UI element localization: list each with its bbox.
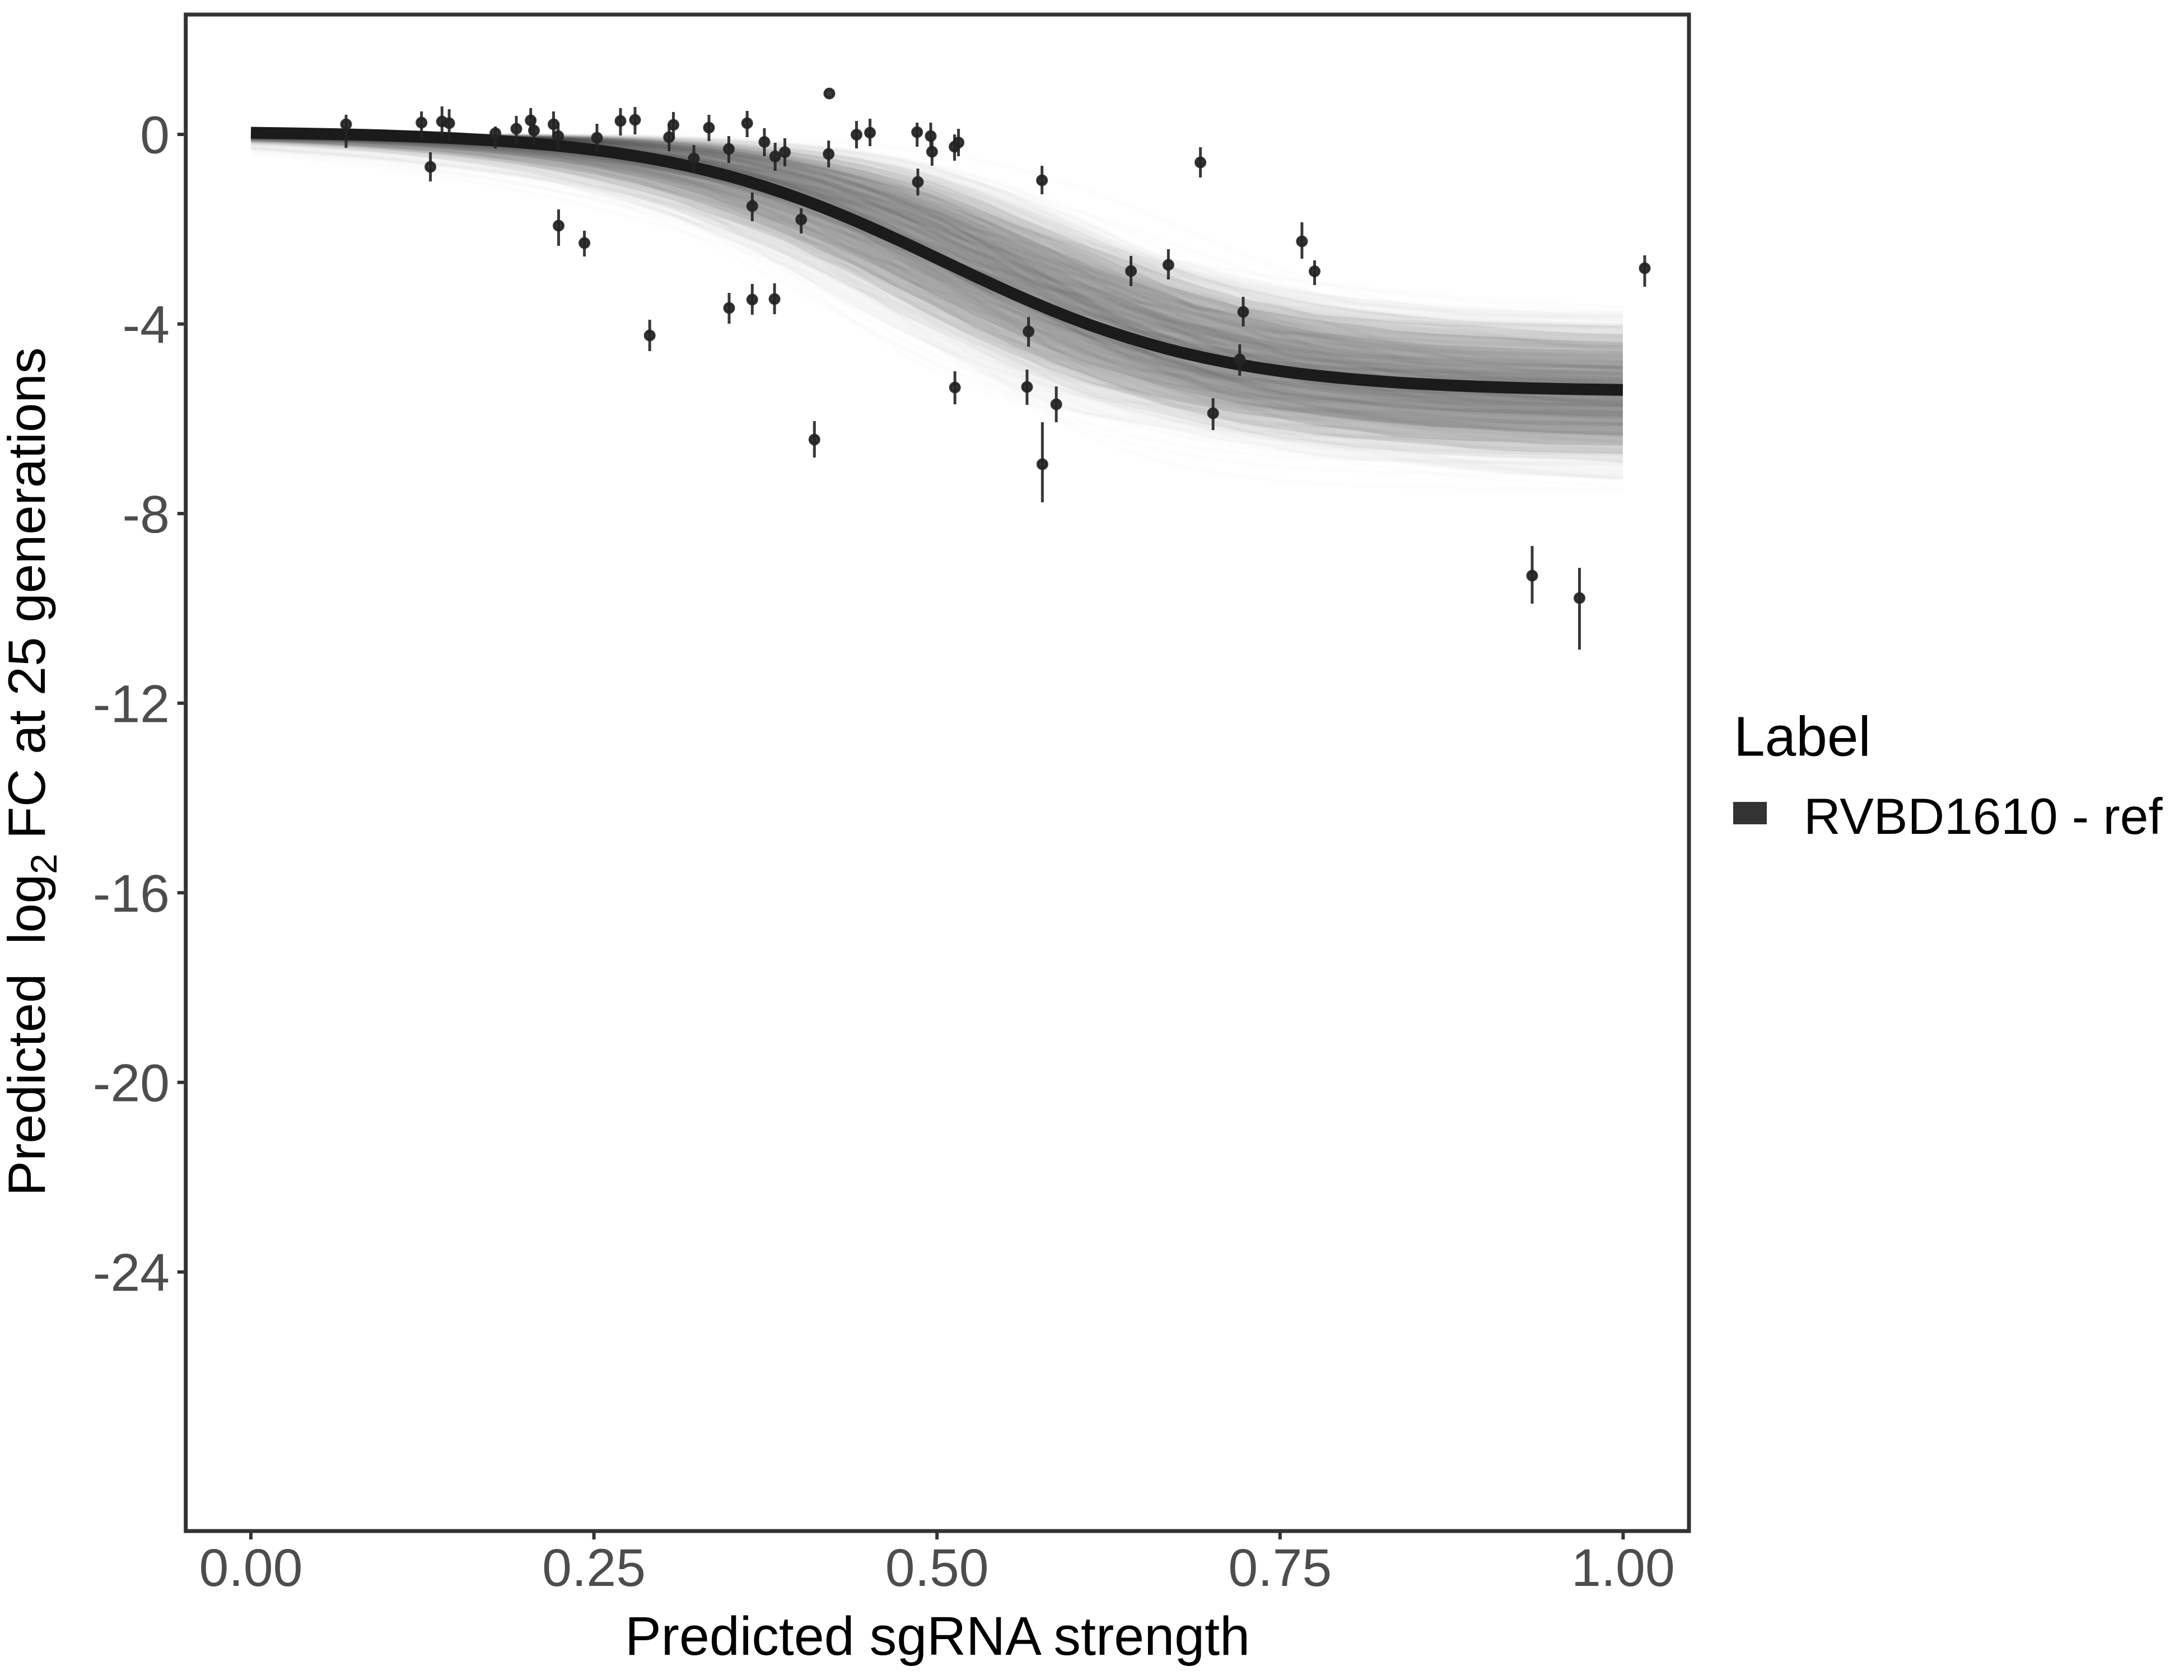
svg-text:0.25: 0.25	[542, 1538, 646, 1598]
svg-text:0: 0	[140, 106, 170, 165]
svg-text:0.50: 0.50	[885, 1538, 989, 1598]
svg-text:-12: -12	[93, 674, 170, 734]
svg-text:-24: -24	[93, 1243, 170, 1303]
svg-text:0.00: 0.00	[199, 1538, 303, 1598]
svg-text:-4: -4	[123, 295, 170, 354]
svg-text:-16: -16	[93, 864, 170, 923]
svg-text:Label: Label	[1734, 706, 1871, 768]
svg-text:-20: -20	[93, 1054, 170, 1113]
svg-text:Predicted log2 FC at 25 gener: Predicted log2 FC at 25 generations	[0, 347, 64, 1196]
svg-text:Predicted sgRNA strength: Predicted sgRNA strength	[625, 1606, 1250, 1667]
svg-text:RVBD1610 - ref: RVBD1610 - ref	[1804, 788, 2163, 845]
svg-text:1.00: 1.00	[1571, 1538, 1675, 1598]
svg-text:-8: -8	[123, 485, 170, 544]
svg-text:0.75: 0.75	[1228, 1538, 1332, 1598]
